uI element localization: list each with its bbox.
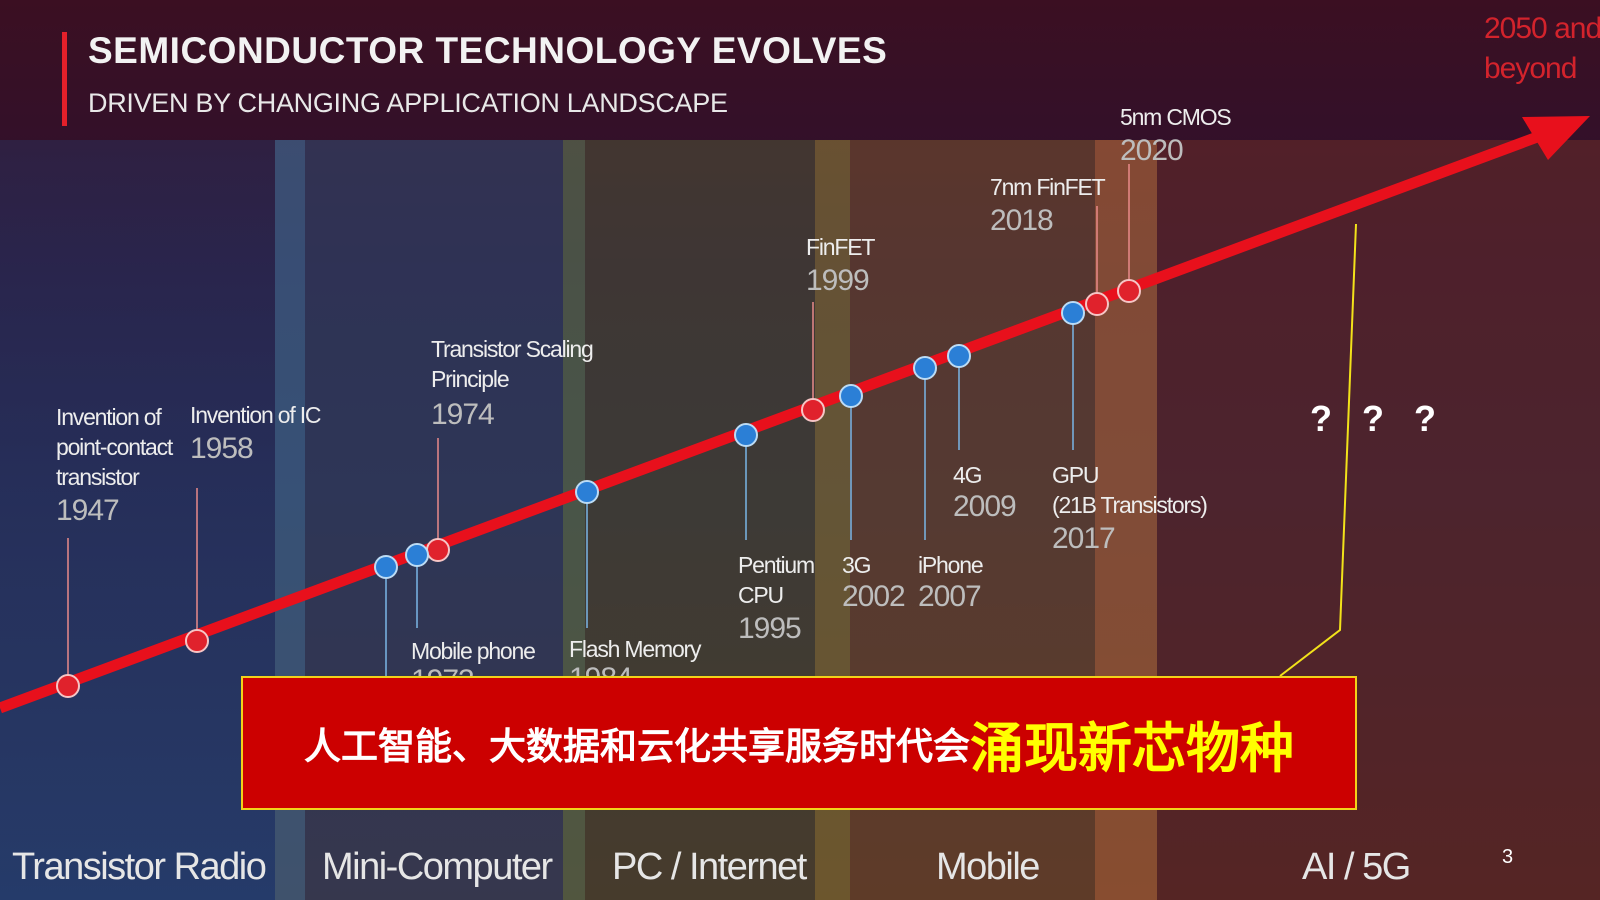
marker-1984 — [575, 480, 599, 504]
milestone-label: Mobile phone — [411, 638, 536, 664]
milestone-year: 2009 — [953, 490, 1017, 523]
milestone-year: 1958 — [190, 432, 254, 465]
milestone-year: 1995 — [738, 612, 802, 645]
highlight-banner: 人工智能、大数据和云化共享服务时代会 涌现新芯物种 — [241, 676, 1357, 810]
milestone-label: Pentium — [738, 552, 815, 578]
milestone-label: iPhone — [918, 552, 984, 578]
milestone-year: 1999 — [806, 264, 870, 297]
marker-2020 — [1117, 279, 1141, 303]
marker-2002 — [839, 384, 863, 408]
milestone-label: point-contact — [56, 434, 173, 460]
marker-2009 — [947, 344, 971, 368]
question-marks: ? ? ? — [1310, 398, 1446, 439]
milestone-year: 2002 — [842, 580, 906, 613]
era-mobile: Mobile — [936, 846, 1040, 888]
page-number: 3 — [1502, 846, 1514, 868]
marker-1947 — [56, 674, 80, 698]
milestone-label: 4G — [953, 462, 983, 488]
milestone-label: Principle — [431, 366, 510, 392]
page-subtitle: DRIVEN BY CHANGING APPLICATION LANDSCAPE — [88, 88, 728, 118]
title-accent-bar — [62, 32, 67, 126]
milestone-year: 1947 — [56, 494, 120, 527]
timeline-arrowhead — [1522, 116, 1590, 160]
milestone-label: Transistor Scaling — [431, 336, 594, 362]
band-transistor-radio — [0, 140, 275, 900]
corner-label-line-1: 2050 and — [1484, 12, 1600, 45]
marker-2018 — [1085, 292, 1109, 316]
era-pc-internet: PC / Internet — [612, 846, 807, 888]
milestone-label: FinFET — [806, 234, 875, 260]
blue-leader-lines — [385, 314, 1074, 690]
milestone-label: 7nm FinFET — [990, 174, 1106, 200]
era-transistor-radio: Transistor Radio — [12, 846, 267, 888]
blue-markers — [374, 301, 1085, 579]
banner-highlight: 涌现新芯物种 — [970, 716, 1294, 780]
marker-1999 — [801, 398, 825, 422]
milestone-label: Invention of — [56, 404, 162, 430]
era-mini-computer: Mini-Computer — [322, 846, 553, 888]
milestone-label: transistor — [56, 464, 140, 490]
milestone-label: 5nm CMOS — [1120, 104, 1232, 130]
milestone-label: (21B Transistors) — [1052, 492, 1208, 518]
marker-2007 — [913, 356, 937, 380]
milestone-year: 2017 — [1052, 522, 1116, 555]
banner-text: 人工智能、大数据和云化共享服务时代会 — [304, 725, 970, 768]
red-leader-lines — [67, 164, 1130, 682]
page-title: SEMICONDUCTOR TECHNOLOGY EVOLVES — [88, 30, 888, 71]
marker-2017 — [1061, 301, 1085, 325]
milestone-year: 2020 — [1120, 134, 1184, 167]
milestone-year: 2018 — [990, 204, 1054, 237]
milestone-year: 2007 — [918, 580, 982, 613]
timeline-arrow-line — [0, 130, 1542, 714]
milestone-label: GPU — [1052, 462, 1099, 488]
marker-1995 — [734, 423, 758, 447]
marker-blue-a — [374, 555, 398, 579]
marker-1973 — [405, 543, 429, 567]
marker-1974 — [426, 538, 450, 562]
milestone-year: 1974 — [431, 398, 495, 431]
era-ai-5g: AI / 5G — [1302, 846, 1411, 888]
red-markers — [56, 279, 1141, 698]
marker-1958 — [185, 629, 209, 653]
connector-line — [1279, 223, 1357, 677]
milestone-label: Flash Memory — [569, 636, 701, 662]
corner-label-line-2: beyond — [1484, 52, 1577, 85]
milestone-label: Invention of IC — [190, 402, 322, 428]
milestone-label: 3G — [842, 552, 872, 578]
milestone-label: CPU — [738, 582, 784, 608]
